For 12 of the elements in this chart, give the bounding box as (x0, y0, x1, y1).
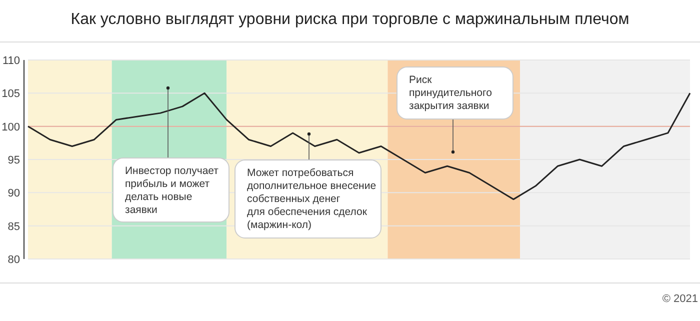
y-tick-label: 85 (8, 220, 20, 233)
text: © 2021 (662, 293, 698, 305)
annotation: Риск принудительного закрытия заявки (409, 74, 492, 112)
y-tick-label: 100 (2, 121, 20, 134)
annotation: Может потребоваться дополнительное внесение собственных денег для обеспечения сделок (маржин-кол) (247, 167, 376, 231)
y-tick-label: 90 (8, 188, 20, 200)
y-tick-label: 80 (8, 254, 20, 266)
y-tick-label: 110 (2, 55, 20, 67)
annotation: Инвестор получает прибыль и может делать новые заявки (125, 165, 219, 216)
y-tick-label: 95 (8, 154, 20, 166)
chart-title: Как условно выглядят уровни риска при торговле с маржинальным плечом (70, 11, 630, 28)
y-tick-label: 105 (2, 88, 20, 100)
